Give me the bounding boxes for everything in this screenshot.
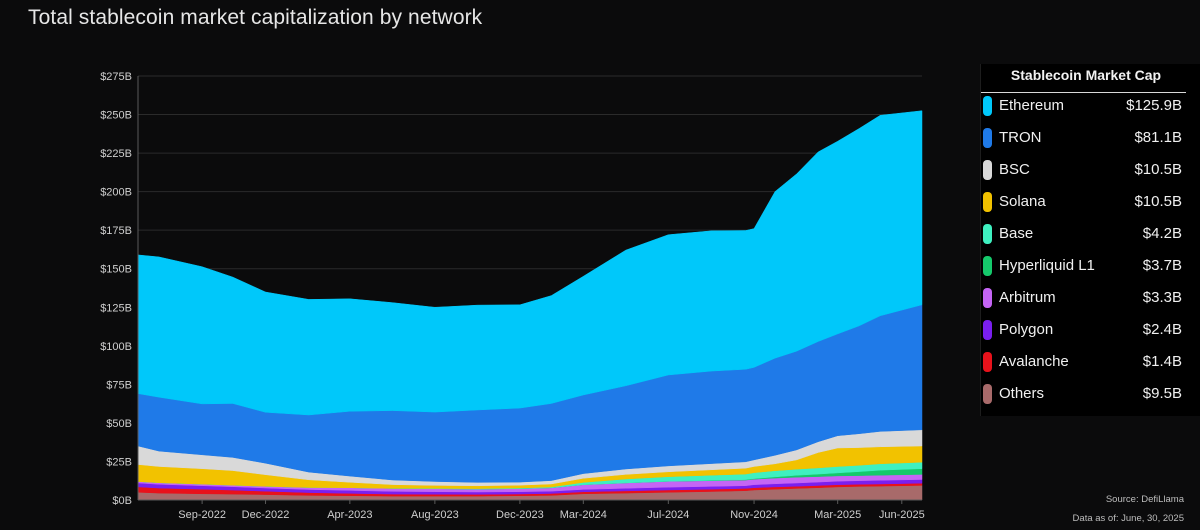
x-tick-label: Apr-2023 [327,509,372,521]
legend-value: $125.9B [1126,97,1182,114]
legend-title: Stablecoin Market Cap [1010,67,1162,83]
legend-swatch [983,320,992,340]
x-tick-label: Aug-2023 [411,509,459,521]
legend-label: Polygon [999,321,1054,338]
legend-item: Hyperliquid L1 $3.7B [981,256,1186,280]
x-tick-label: Jul-2024 [647,509,689,521]
legend-item: Base $4.2B [981,224,1186,248]
y-tick-label: $75B [106,379,132,391]
legend-swatch [983,192,992,212]
y-tick-label: $25B [106,456,132,468]
legend-swatch [983,224,992,244]
chart-title: Total stablecoin market capitalization b… [28,6,483,29]
legend-value: $10.5B [1134,193,1182,210]
legend-swatch [983,256,992,276]
y-tick-label: $250B [100,110,132,122]
legend-value: $10.5B [1134,161,1182,178]
legend-value: $81.1B [1134,129,1182,146]
legend-item: BSC $10.5B [981,160,1186,184]
legend-item: TRON $81.1B [981,128,1186,152]
axes [137,76,922,501]
x-tick-label: Mar-2025 [814,509,861,521]
legend-label: Avalanche [999,353,1069,370]
y-tick-label: $0B [112,495,132,507]
legend-swatch [983,352,992,372]
y-axis-tick-labels: $0B $25B $50B $75B $100B $125B $150B $175B $200B… [100,71,132,507]
legend-swatch [983,160,992,180]
area-series [137,110,923,501]
legend-label: Arbitrum [999,289,1056,306]
y-tick-label: $150B [100,264,132,276]
y-tick-label: $50B [106,418,132,430]
legend-label: Others [999,385,1045,402]
y-tick-label: $275B [100,71,132,83]
legend-label: Ethereum [999,97,1065,114]
x-tick-label: Dec-2022 [242,509,290,521]
x-tick-label: Mar-2024 [560,509,607,521]
legend-value: $3.7B [1142,257,1182,274]
legend-swatch [983,96,992,116]
data-date-note: Data as of: June, 30, 2025 [1072,513,1184,524]
legend-label: BSC [999,161,1030,178]
y-tick-label: $100B [100,341,132,353]
y-tick-label: $125B [100,302,132,314]
legend-label: TRON [999,129,1042,146]
legend-swatch [983,384,992,404]
legend-panel: Stablecoin Market Cap Ethereum $125.9B TRO… [980,64,1200,416]
y-tick-label: $200B [100,187,132,199]
x-axis-tick-labels: Sep-2022 Dec-2022 Apr-2023 Aug-2023 Dec-2023… [178,500,925,521]
area-ethereum [137,110,923,416]
legend-label: Solana [999,193,1046,210]
legend-swatch [983,128,992,148]
legend-item: Arbitrum $3.3B [981,288,1186,312]
x-tick-label: Sep-2022 [178,509,226,521]
legend-item: Avalanche $1.4B [981,352,1186,376]
legend-item: Ethereum $125.9B [981,96,1186,120]
legend-divider [981,92,1186,93]
y-tick-label: $175B [100,225,132,237]
legend-swatch [983,288,992,308]
x-tick-label: Jun-2025 [879,509,925,521]
source-note: Source: DefiLlama [1105,494,1184,505]
legend-label: Hyperliquid L1 [999,257,1095,274]
x-tick-label: Dec-2023 [496,509,544,521]
legend-item: Solana $10.5B [981,192,1186,216]
legend-item: Polygon $2.4B [981,320,1186,344]
y-tick-label: $225B [100,148,132,160]
legend-value: $4.2B [1142,225,1182,242]
legend-item: Others $9.5B [981,384,1186,408]
legend-label: Base [999,225,1034,242]
x-tick-label: Nov-2024 [730,509,778,521]
stacked-area-chart: $0B $25B $50B $75B $100B $125B $150B $175B $200B… [100,71,925,521]
legend-value: $3.3B [1142,289,1182,306]
legend-value: $1.4B [1142,353,1182,370]
legend-value: $9.5B [1142,385,1182,402]
legend-value: $2.4B [1142,321,1182,338]
